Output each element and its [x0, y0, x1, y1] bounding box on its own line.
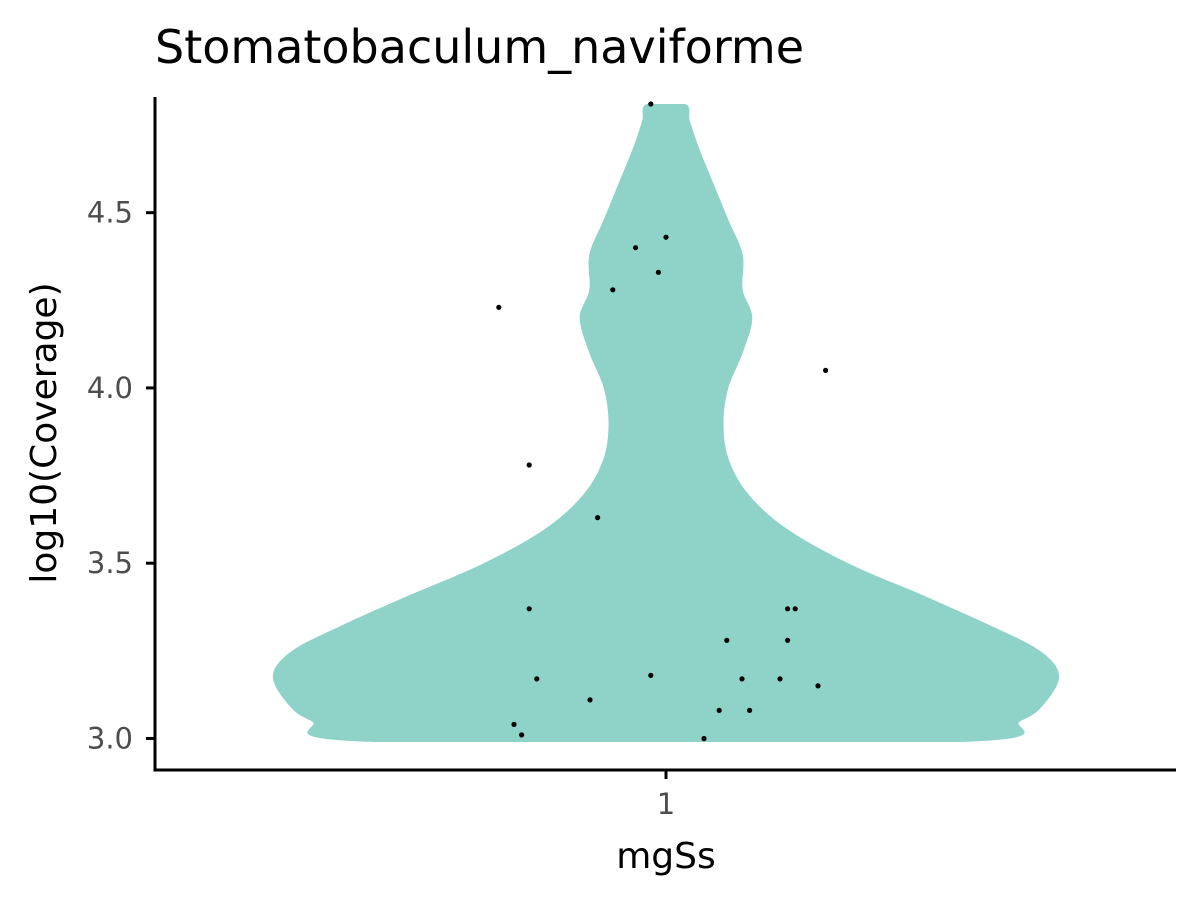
data-point [716, 707, 722, 714]
data-point [655, 269, 662, 275]
data-point [724, 637, 730, 643]
plot-area [272, 101, 1060, 742]
data-point [785, 606, 791, 612]
data-point [747, 707, 753, 714]
y-tick-label: 3.0 [87, 721, 133, 755]
data-point [610, 287, 616, 293]
y-tick-label: 4.5 [87, 196, 133, 230]
data-point [526, 606, 532, 612]
y-axis-ticks: 3.0 3.5 4.0 4.5 [87, 196, 155, 755]
data-point [792, 606, 798, 612]
violin-shape [272, 104, 1060, 742]
data-point [633, 245, 639, 251]
data-point [701, 735, 707, 742]
chart-title: Stomatobaculum_naviforme [155, 20, 804, 74]
data-point [595, 515, 601, 521]
data-point [815, 683, 821, 689]
data-point [534, 676, 540, 682]
data-point [785, 637, 791, 643]
x-axis-ticks: 1 [657, 770, 675, 821]
data-point [648, 672, 654, 679]
y-tick-label: 3.5 [87, 546, 133, 580]
data-point [823, 367, 829, 373]
y-tick-label: 4.0 [87, 371, 133, 405]
data-points [496, 101, 829, 742]
data-point [519, 732, 525, 738]
data-point [511, 721, 517, 728]
data-point [648, 101, 654, 107]
y-axis-label: log10(Coverage) [24, 282, 65, 583]
x-axis-label: mgSs [616, 836, 716, 877]
data-point [777, 676, 783, 682]
data-point [587, 697, 593, 703]
x-tick-label: 1 [657, 787, 675, 821]
data-point [526, 462, 532, 468]
data-point [739, 676, 745, 682]
data-point [496, 304, 502, 310]
data-point [663, 234, 669, 240]
